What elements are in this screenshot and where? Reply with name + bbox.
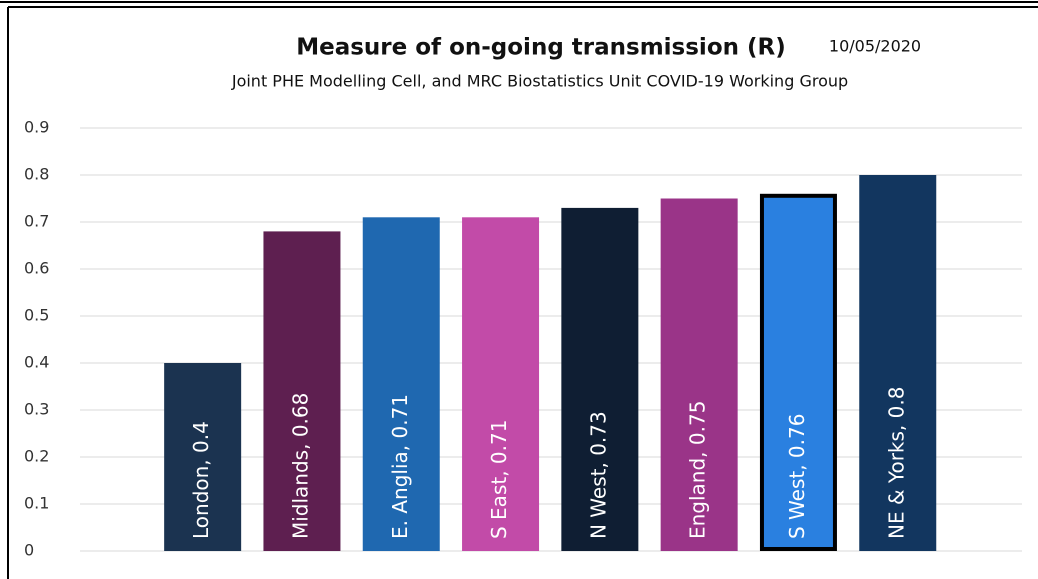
bar-label: E. Anglia, 0.71 [388,394,412,539]
bar-label: Midlands, 0.68 [288,393,312,539]
y-tick-label: 0.7 [24,212,49,231]
bar [164,363,242,551]
chart-date: 10/05/2020 [829,37,921,56]
y-tick-label: 0 [24,541,34,560]
bar-label: London, 0.4 [189,421,213,539]
y-tick-label: 0.4 [24,353,49,372]
bar [660,198,738,551]
bar [759,193,837,552]
bar [462,217,540,552]
bar-label: NE & Yorks, 0.8 [884,387,908,539]
y-tick-label: 0.2 [24,447,49,466]
y-tick-label: 0.3 [24,400,49,419]
bar-label: S West, 0.76 [785,414,809,539]
chart-title: Measure of on-going transmission (R) [296,35,786,61]
y-tick-label: 0.6 [24,259,49,278]
y-tick-label: 0.1 [24,494,49,513]
bar-label: N West, 0.73 [586,411,610,539]
y-tick-label: 0.8 [24,165,49,184]
bar [362,217,440,552]
bar-label: England, 0.75 [686,401,710,539]
y-tick-label: 0.5 [24,306,49,325]
bar [859,175,937,551]
y-tick-label: 0.9 [24,118,49,137]
chart-subtitle: Joint PHE Modelling Cell, and MRC Biosta… [231,72,848,91]
bar-label: S East, 0.71 [487,420,511,539]
bar [561,207,639,551]
bar [263,231,341,551]
